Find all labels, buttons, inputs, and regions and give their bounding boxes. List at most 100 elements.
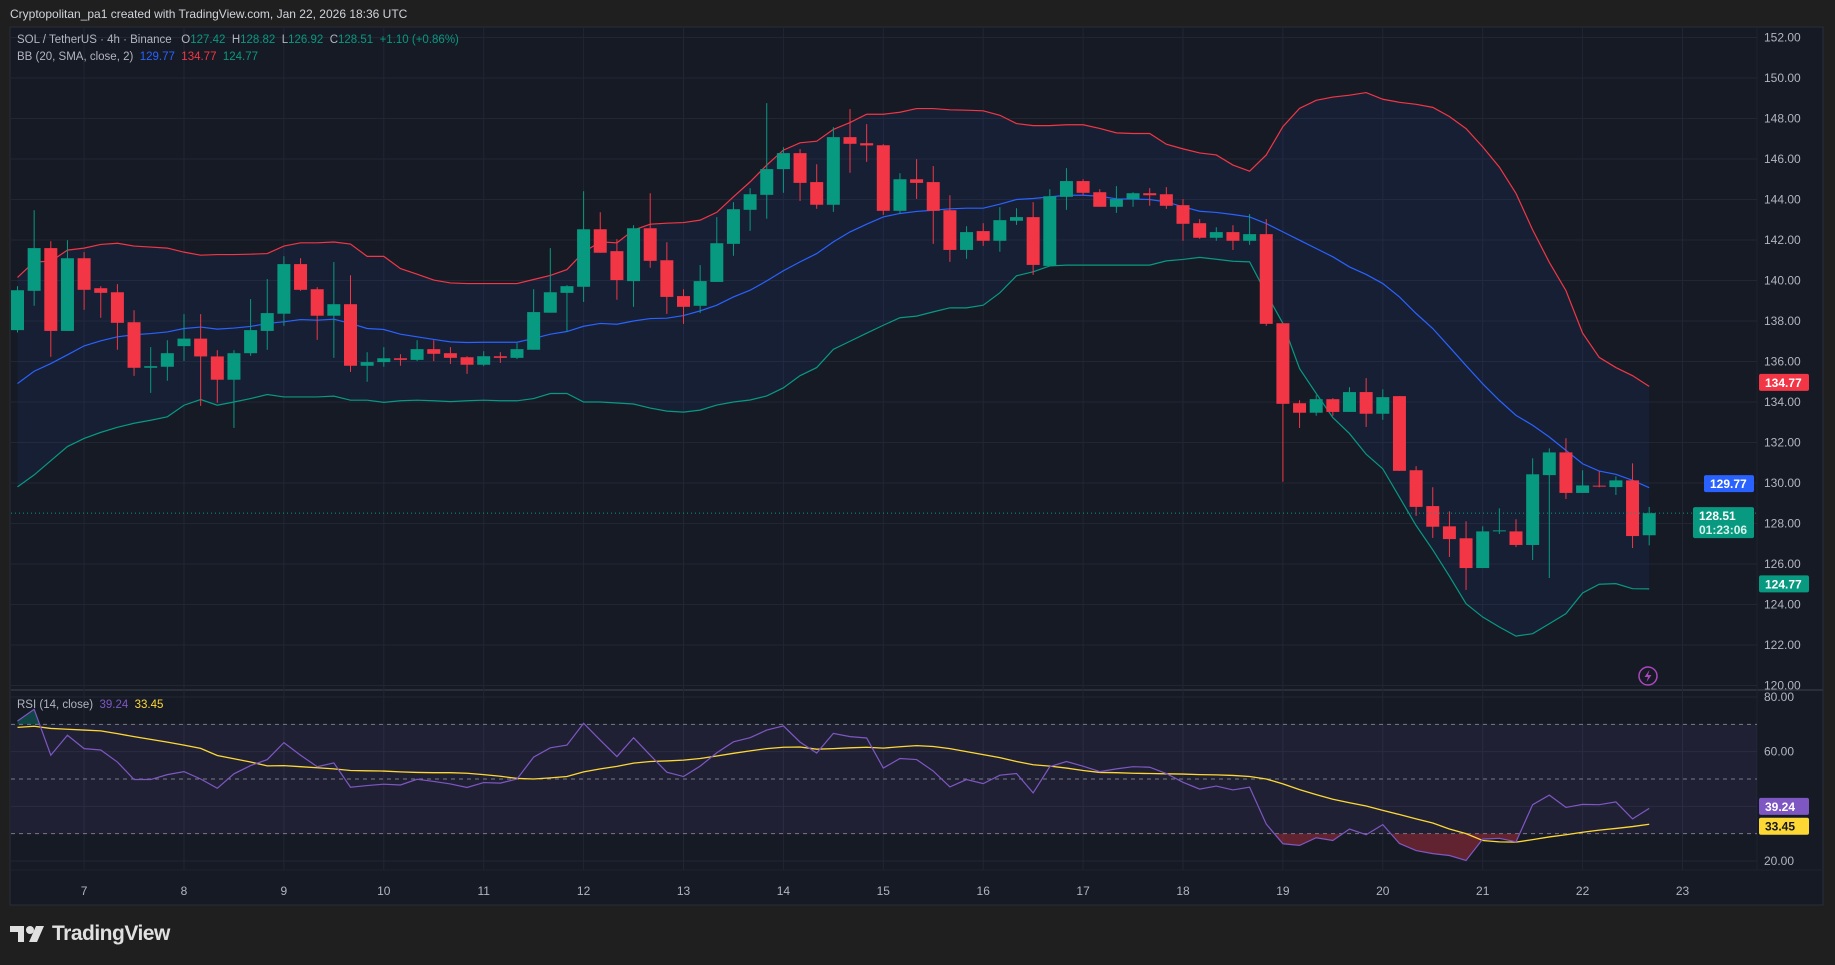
candle[interactable] xyxy=(94,286,108,318)
candle[interactable] xyxy=(194,314,208,406)
candle[interactable] xyxy=(127,310,141,376)
candle[interactable] xyxy=(1592,471,1606,488)
candle[interactable] xyxy=(1209,227,1223,241)
candle[interactable] xyxy=(1442,511,1456,557)
candle[interactable] xyxy=(1309,395,1323,416)
candle[interactable] xyxy=(1043,189,1057,266)
candle[interactable] xyxy=(510,343,524,360)
candle[interactable] xyxy=(943,195,957,262)
candle[interactable] xyxy=(1276,323,1290,482)
candle[interactable] xyxy=(610,239,624,300)
candle[interactable] xyxy=(527,289,541,350)
candle[interactable] xyxy=(1059,168,1073,210)
candle[interactable] xyxy=(743,188,757,231)
candle[interactable] xyxy=(244,299,258,356)
candle[interactable] xyxy=(993,207,1007,252)
candle[interactable] xyxy=(793,149,807,201)
candle[interactable] xyxy=(1542,448,1556,578)
lightning-icon[interactable] xyxy=(1638,666,1658,686)
candle[interactable] xyxy=(11,286,24,333)
candle[interactable] xyxy=(726,202,740,256)
candle[interactable] xyxy=(227,350,241,428)
candle[interactable] xyxy=(177,314,191,361)
candle[interactable] xyxy=(693,265,707,313)
candle[interactable] xyxy=(826,127,840,212)
candle[interactable] xyxy=(1426,487,1440,538)
candle[interactable] xyxy=(1176,199,1190,241)
candle[interactable] xyxy=(1026,202,1040,275)
candle[interactable] xyxy=(1193,219,1207,239)
candle[interactable] xyxy=(960,226,974,259)
candle[interactable] xyxy=(493,352,507,363)
candle[interactable] xyxy=(560,285,574,332)
candle[interactable] xyxy=(643,193,657,268)
candle[interactable] xyxy=(860,124,874,162)
candle[interactable] xyxy=(310,287,324,340)
candle[interactable] xyxy=(27,210,41,306)
candle[interactable] xyxy=(1076,179,1090,196)
candle[interactable] xyxy=(1642,506,1656,546)
candle[interactable] xyxy=(77,252,91,310)
candle[interactable] xyxy=(976,223,990,246)
candle[interactable] xyxy=(660,242,674,314)
candle[interactable] xyxy=(360,352,374,382)
candle[interactable] xyxy=(277,256,291,326)
candle[interactable] xyxy=(593,212,607,253)
candle[interactable] xyxy=(1259,219,1273,326)
candle[interactable] xyxy=(1609,476,1623,495)
candle[interactable] xyxy=(1326,398,1340,416)
tradingview-logo[interactable]: TradingView xyxy=(10,922,170,946)
candle[interactable] xyxy=(1010,208,1023,225)
candle[interactable] xyxy=(760,103,774,219)
candle[interactable] xyxy=(876,144,890,215)
candle[interactable] xyxy=(210,350,224,403)
candle[interactable] xyxy=(1492,508,1506,535)
candle[interactable] xyxy=(393,354,407,366)
candle[interactable] xyxy=(460,356,474,374)
candle[interactable] xyxy=(627,225,641,307)
candle[interactable] xyxy=(144,347,158,393)
candle[interactable] xyxy=(1359,378,1373,427)
candle[interactable] xyxy=(677,289,690,324)
candle[interactable] xyxy=(327,262,341,358)
candle[interactable] xyxy=(294,258,308,291)
candle[interactable] xyxy=(926,166,940,244)
candle[interactable] xyxy=(1392,396,1406,471)
candle[interactable] xyxy=(1343,387,1356,412)
candle[interactable] xyxy=(1293,400,1307,428)
candle[interactable] xyxy=(110,284,124,350)
candle[interactable] xyxy=(260,279,274,350)
symbol-legend[interactable]: SOL / TetherUS · 4h · Binance O127.42 H1… xyxy=(17,34,459,46)
candle[interactable] xyxy=(1459,521,1473,590)
candle[interactable] xyxy=(1243,214,1257,245)
candle[interactable] xyxy=(776,147,790,193)
candle[interactable] xyxy=(377,347,391,367)
candle[interactable] xyxy=(893,173,907,214)
candle[interactable] xyxy=(1559,438,1573,499)
candle[interactable] xyxy=(843,109,857,173)
candle[interactable] xyxy=(1126,192,1140,207)
candle[interactable] xyxy=(60,240,74,331)
candle[interactable] xyxy=(1376,389,1390,420)
candle[interactable] xyxy=(543,248,557,313)
candle[interactable] xyxy=(810,164,824,209)
candle[interactable] xyxy=(1476,526,1490,569)
candle[interactable] xyxy=(1576,470,1590,493)
candle[interactable] xyxy=(427,340,441,362)
rsi-legend[interactable]: RSI (14, close) 39.24 33.45 xyxy=(17,699,163,711)
candle[interactable] xyxy=(1159,187,1173,209)
candle[interactable] xyxy=(44,241,58,357)
candle[interactable] xyxy=(1526,458,1540,560)
candle[interactable] xyxy=(443,347,457,364)
candle[interactable] xyxy=(1093,189,1107,207)
candle[interactable] xyxy=(1226,225,1240,250)
candle[interactable] xyxy=(1509,519,1523,547)
candle[interactable] xyxy=(477,351,491,367)
bb-legend[interactable]: BB (20, SMA, close, 2) 129.77 134.77 124… xyxy=(17,51,258,63)
candle[interactable] xyxy=(410,340,424,362)
candle[interactable] xyxy=(344,275,357,372)
candle[interactable] xyxy=(1626,463,1640,549)
candle[interactable] xyxy=(1109,186,1123,213)
candle[interactable] xyxy=(577,191,591,302)
